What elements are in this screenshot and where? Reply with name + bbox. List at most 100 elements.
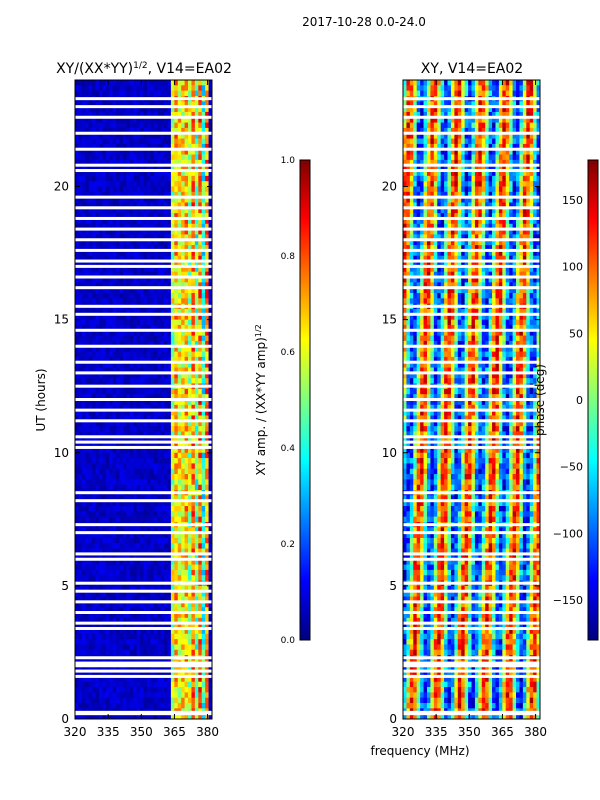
amplitude-cell [174, 511, 179, 518]
amplitude-cell [194, 149, 199, 155]
amplitude-cell [92, 426, 96, 432]
amplitude-cell [98, 159, 103, 166]
amplitude-cell [188, 186, 192, 193]
amplitude-cell [75, 330, 79, 336]
amplitude-cell [102, 127, 107, 134]
amplitude-cell [133, 271, 138, 278]
amplitude-cell [119, 346, 124, 352]
amplitude-cell [109, 506, 114, 512]
amplitude-cell [177, 133, 182, 139]
phase-cell [522, 85, 527, 92]
amplitude-cell [140, 85, 144, 92]
amplitude-cell [194, 218, 199, 225]
amplitude-cell [201, 250, 206, 257]
amplitude-cell [75, 282, 79, 289]
phase-cell [471, 80, 476, 86]
amplitude-cell [146, 639, 151, 645]
amplitude-cell [75, 85, 79, 92]
amplitude-cell [133, 564, 138, 571]
amplitude-cell [205, 559, 209, 565]
amplitude-cell [109, 282, 114, 289]
amplitude-cell [116, 452, 120, 459]
amplitude-cell [75, 500, 79, 507]
amplitude-cell [160, 612, 165, 619]
amplitude-cell [129, 474, 134, 480]
amplitude-cell [122, 442, 127, 448]
amplitude-cell [75, 271, 79, 278]
amplitude-cell [92, 239, 96, 246]
amplitude-cell [153, 639, 158, 645]
amplitude-cell [194, 255, 199, 262]
amplitude-cell [133, 340, 138, 347]
amplitude-cell [112, 101, 117, 108]
amplitude-cell [81, 463, 86, 470]
amplitude-cell [88, 117, 93, 124]
amplitude-cell [85, 596, 90, 603]
amplitude-cell [122, 463, 127, 470]
amplitude-cell [191, 442, 196, 448]
amplitude-cell [92, 111, 96, 118]
amplitude-cell [174, 537, 179, 544]
amplitude-cell [194, 617, 199, 624]
amplitude-cell [98, 372, 103, 379]
amplitude-cell [188, 218, 192, 225]
amplitude-cell [167, 436, 172, 443]
amplitude-cell [194, 537, 199, 544]
amplitude-cell [198, 170, 203, 177]
amplitude-cell [177, 442, 182, 448]
amplitude-cell [184, 154, 189, 161]
amplitude-cell [164, 250, 168, 257]
amplitude-cell [126, 117, 131, 124]
amplitude-cell [116, 479, 120, 486]
amplitude-cell [85, 356, 90, 363]
amplitude-cell [98, 117, 103, 124]
amplitude-cell [143, 447, 148, 454]
amplitude-cell [122, 468, 127, 475]
amplitude-cell [201, 410, 206, 416]
amplitude-cell [98, 197, 103, 203]
amplitude-cell [153, 431, 158, 438]
amplitude-cell [81, 218, 86, 225]
amplitude-cell [184, 495, 189, 502]
amplitude-cell [109, 713, 114, 720]
amplitude-cell [160, 388, 165, 395]
amplitude-cell [116, 623, 120, 629]
amplitude-cell [92, 324, 96, 331]
amplitude-cell [92, 585, 96, 592]
amplitude-cell [116, 143, 120, 150]
amplitude-cell [109, 197, 114, 203]
amplitude-cell [146, 553, 151, 560]
amplitude-cell [201, 197, 206, 203]
amplitude-cell [92, 495, 96, 502]
amplitude-cell [133, 372, 138, 379]
amplitude-cell [160, 628, 165, 635]
amplitude-cell [95, 85, 100, 92]
amplitude-cell [181, 287, 185, 294]
amplitude-cell [194, 559, 199, 565]
amplitude-cell [81, 138, 86, 145]
amplitude-cell [95, 143, 100, 150]
amplitude-cell [81, 207, 86, 214]
amplitude-cell [208, 170, 213, 177]
amplitude-cell [133, 623, 138, 629]
amplitude-cell [126, 90, 131, 97]
amplitude-cell [140, 628, 144, 635]
amplitude-cell [102, 245, 107, 251]
amplitude-cell [95, 266, 100, 273]
amplitude-cell [198, 319, 203, 326]
amplitude-cell [174, 372, 179, 379]
amplitude-cell [153, 362, 158, 368]
amplitude-cell [102, 676, 107, 683]
amplitude-cell [194, 431, 199, 438]
amplitude-cell [143, 362, 148, 368]
amplitude-cell [191, 191, 196, 198]
amplitude-cell [102, 426, 107, 432]
amplitude-cell [98, 463, 103, 470]
amplitude-cell [88, 287, 93, 294]
amplitude-cell [150, 713, 155, 720]
amplitude-cell [157, 617, 162, 624]
amplitude-cell [133, 154, 138, 161]
amplitude-cell [133, 585, 138, 592]
amplitude-cell [78, 255, 83, 262]
amplitude-cell [105, 261, 110, 267]
